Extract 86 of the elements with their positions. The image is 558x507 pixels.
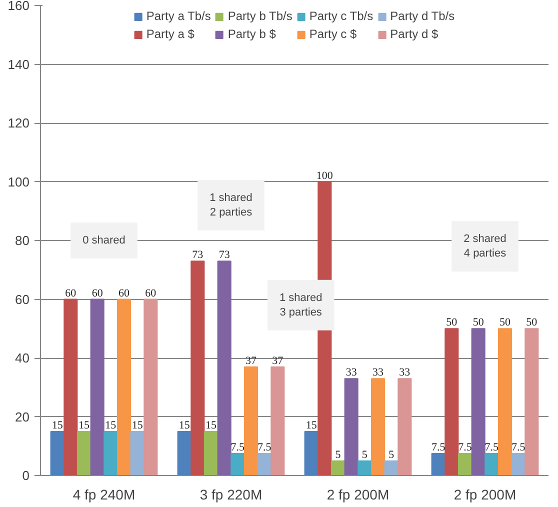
data-label: 73 — [192, 249, 204, 262]
data-label: 15 — [306, 419, 318, 432]
data-label: 15 — [78, 419, 90, 432]
y-tick-label: 0 — [22, 468, 30, 483]
annotation: 1 shared 2 parties — [210, 192, 253, 218]
data-label: 15 — [132, 419, 144, 432]
legend-label: Party b Tb/s — [228, 9, 292, 23]
data-label: 37 — [272, 354, 284, 367]
bar — [304, 430, 318, 476]
y-tick-label: 160 — [8, 0, 30, 13]
annotation: 1 shared 3 parties — [279, 292, 322, 318]
x-tick-label: 2 fp 200M — [454, 486, 516, 502]
bar — [217, 260, 232, 476]
data-label: 5 — [362, 448, 368, 461]
data-label: 33 — [399, 366, 411, 379]
data-label: 15 — [178, 419, 190, 432]
bar — [144, 298, 158, 476]
data-label: 100 — [316, 170, 334, 182]
annotation: 0 shared — [82, 234, 126, 246]
legend-label: Party a $ — [146, 27, 194, 41]
data-label: 7.5 — [458, 441, 472, 454]
data-label: 50 — [446, 316, 458, 329]
data-label: 15 — [52, 419, 64, 432]
data-label: 73 — [218, 249, 230, 262]
bar — [524, 328, 539, 476]
y-tick-label: 20 — [15, 409, 30, 424]
bar — [257, 452, 272, 476]
bar — [458, 452, 472, 476]
bar — [511, 452, 526, 476]
bar — [50, 430, 64, 476]
y-tick-label: 60 — [15, 292, 30, 307]
bar — [431, 452, 446, 476]
data-label: 7.5 — [257, 441, 272, 454]
data-label: 60 — [65, 287, 77, 300]
annotation: 2 shared 4 parties — [464, 233, 507, 260]
bar — [330, 460, 346, 476]
data-label: 7.5 — [511, 441, 526, 454]
x-tick-label: 2 fp 200M — [326, 486, 390, 502]
bar — [498, 328, 512, 476]
data-label: 7.5 — [230, 441, 246, 454]
data-label: 50 — [500, 316, 512, 329]
bar — [190, 260, 205, 476]
data-label: 60 — [92, 287, 104, 300]
y-tick-label: 140 — [8, 56, 30, 72]
bar — [76, 430, 92, 476]
data-label: 50 — [472, 316, 484, 329]
bar — [64, 298, 78, 476]
y-tick-label: 40 — [15, 350, 30, 366]
bar — [270, 366, 285, 476]
bar — [398, 378, 412, 476]
x-tick-label: 3 fp 220M — [200, 486, 262, 502]
bar — [116, 298, 132, 476]
bar — [370, 378, 386, 476]
data-label: 50 — [526, 316, 538, 329]
data-label: 5 — [388, 448, 395, 461]
data-label: 33 — [372, 366, 384, 379]
bar — [358, 460, 372, 476]
data-label: 15 — [105, 419, 117, 432]
data-label: 7.5 — [484, 441, 500, 454]
data-label: 37 — [246, 354, 258, 367]
bar — [130, 430, 144, 476]
legend-label: Party b $ — [228, 27, 276, 41]
bar — [444, 328, 459, 476]
legend-label: Party d $ — [390, 27, 438, 41]
data-label: 5 — [335, 448, 342, 461]
bar — [484, 452, 499, 476]
bar — [471, 328, 486, 476]
legend-label: Party d Tb/s — [390, 9, 455, 23]
bar — [344, 378, 358, 476]
y-tick-label: 80 — [15, 233, 30, 248]
data-label: 60 — [118, 287, 130, 300]
legend-label: Party a Tb/s — [146, 9, 211, 23]
data-label: 15 — [205, 419, 217, 432]
y-tick-label: 120 — [8, 116, 30, 130]
bar — [244, 366, 258, 476]
bar — [177, 430, 192, 476]
x-tick-label: 4 fp 240M — [72, 486, 136, 502]
legend-label: Party c $ — [309, 27, 357, 41]
bar — [104, 430, 118, 476]
bar — [90, 298, 104, 476]
bar — [204, 430, 218, 476]
data-label: 60 — [145, 287, 157, 300]
data-label: 33 — [346, 366, 358, 379]
legend-label: Party c Tb/s — [309, 9, 374, 23]
y-tick-label: 100 — [8, 174, 30, 190]
bar — [230, 452, 245, 476]
